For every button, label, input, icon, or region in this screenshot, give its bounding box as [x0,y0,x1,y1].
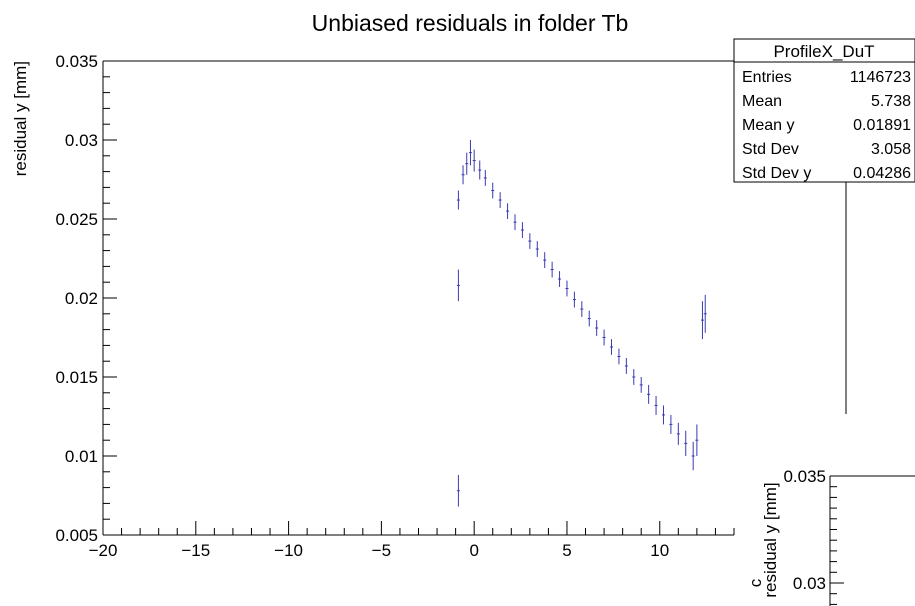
data-point [456,190,460,210]
data-point [610,339,614,355]
data-point [654,395,658,415]
data-point [695,424,699,456]
data-point [639,377,643,393]
inset-plot: 0.035 0.03 residual y [mm] c [746,467,915,606]
y-tick-label: 0.01 [65,447,98,466]
x-tick-label: −20 [89,541,118,560]
data-point [624,358,628,374]
inset-y-tick-003: 0.03 [793,574,826,593]
stats-row-label: Std Dev y [742,165,811,182]
x-tick-label: −15 [181,541,210,560]
data-point [472,149,476,172]
data-point [587,310,591,327]
stats-row-value: 0.01891 [853,117,911,134]
data-point [520,222,524,238]
data-point [565,280,569,297]
data-point [550,261,554,278]
stats-row-value: 0.04286 [853,165,911,182]
data-point [513,214,517,231]
data-point [535,241,539,257]
data-point [483,170,487,186]
data-point [647,384,651,404]
y-tick-label: 0.02 [65,289,98,308]
data-point [478,160,482,180]
y-tick-label: 0.035 [55,52,98,71]
stats-title: ProfileX_DuT [773,42,874,61]
x-tick-label: −5 [372,541,391,560]
data-points [456,140,707,507]
data-point [617,348,621,365]
data-point [595,320,599,336]
stats-row-label: Mean [742,93,782,110]
data-point [602,329,606,346]
y-tick-label: 0.03 [65,131,98,150]
y-tick-label: 0.025 [55,210,98,229]
data-point [543,252,547,268]
stats-box: ProfileX_DuT Entries 1146723 Mean 5.738 Mean… [733,38,915,183]
data-point [468,140,472,166]
inset-y-tick-0035: 0.035 [783,467,826,486]
data-point [572,291,576,308]
stats-row-value: 1146723 [850,69,911,86]
stats-row-label: Entries [742,69,792,86]
stats-row-label: Std Dev [742,141,799,158]
y-axis-label: residual y [mm] [11,61,30,176]
data-point [669,414,673,434]
plot-frame [102,60,734,536]
data-point [661,405,665,425]
x-axis-ticks: −20 −15 −10 −5 0 5 10 [89,521,735,560]
data-point [684,430,688,456]
y-axis-ticks: 0.005 0.01 0.015 0.02 0.025 0.03 0.035 [55,52,117,545]
x-tick-label: −10 [274,541,303,560]
stats-row-label: Mean y [742,117,794,134]
data-point [456,474,460,507]
data-point [580,301,584,317]
data-point [456,269,460,302]
x-tick-label: 5 [562,541,571,560]
y-tick-label: 0.015 [55,368,98,387]
data-point [558,271,562,287]
data-point [703,294,707,333]
data-point [465,152,469,175]
data-point [461,165,465,185]
data-point [498,192,502,208]
data-point [700,301,704,340]
data-point [676,422,680,445]
x-tick-label: 10 [650,541,669,560]
chart-title: Unbiased residuals in folder Tb [312,10,629,36]
inset-y-axis-label: residual y [mm] [761,482,780,597]
inset-x-label-fragment: c [746,578,765,587]
data-point [691,441,695,471]
x-tick-label: 0 [469,541,478,560]
y-tick-label: 0.005 [55,526,98,545]
stats-row-value: 5.738 [871,93,911,110]
data-point [528,233,532,250]
stats-row-value: 3.058 [871,141,911,158]
data-point [491,182,495,199]
data-point [632,369,636,385]
data-point [506,203,510,219]
